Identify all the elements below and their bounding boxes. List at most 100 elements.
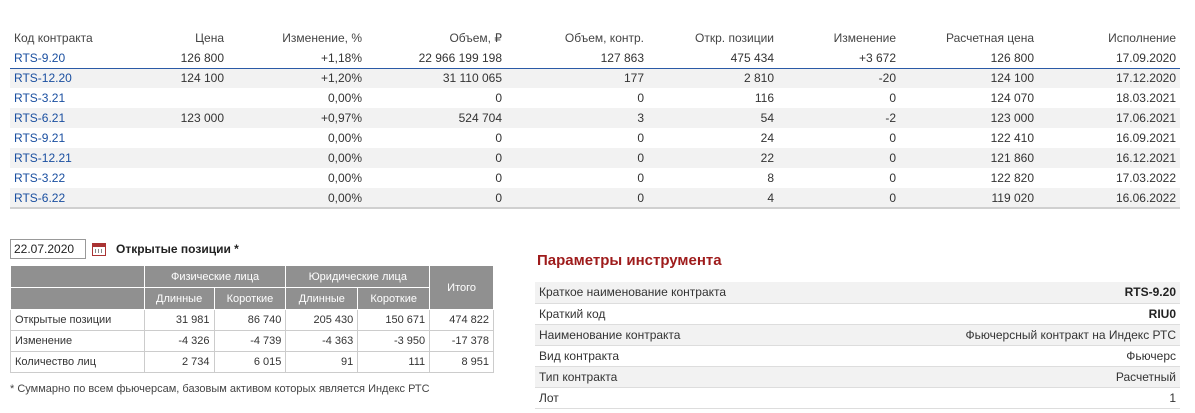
param-value: RIU0	[839, 303, 1180, 325]
table-row[interactable]: RTS-9.20 126 800 +1,18% 22 966 199 198 127 8…	[10, 48, 1180, 69]
cell-price	[130, 88, 228, 108]
cell-settle: 121 860	[900, 148, 1038, 168]
cell-vol-rub: 0	[366, 148, 506, 168]
table-row[interactable]: RTS-3.21 0,00% 0 0 116 0 124 070 18.03.2021	[10, 88, 1180, 108]
cell-chg-pct: +1,20%	[228, 68, 366, 88]
cell-vol-rub: 0	[495, 91, 502, 105]
cell-oi: 4	[648, 188, 778, 209]
col-header-volume-rub[interactable]: Объем, ₽	[449, 31, 502, 45]
cell-settle: 119 020	[900, 188, 1038, 209]
table-row: Открытые позиции 31 981 86 740 205 430 150 6…	[10, 309, 494, 331]
footnote: * Суммарно по всем фьючерсам, базовым ак…	[10, 383, 430, 395]
cell-settle: 122 410	[990, 131, 1034, 145]
table-row[interactable]: RTS-6.22 0,00% 0 0 4 0 119 020 16.06.2022	[10, 188, 1180, 209]
params-table: Краткое наименование контракта RTS-9.20 Кр…	[535, 282, 1180, 409]
contract-code-link[interactable]: RTS-6.21	[10, 108, 130, 128]
cell-oi-chg: 0	[889, 131, 896, 145]
oi-group-physical: Физические лица	[143, 265, 287, 288]
cell-expiry: 18.03.2021	[1115, 91, 1176, 105]
table-row: Количество лиц 2 734 6 015 91 111 8 951	[10, 351, 494, 373]
cell-chg-pct: 0,00%	[327, 171, 362, 185]
contract-code-link[interactable]: RTS-6.22	[10, 188, 130, 209]
cell-vol-contr: 127 863	[506, 48, 648, 69]
date-input[interactable]	[10, 239, 86, 259]
oi-cell-legal-long: -4 363	[285, 330, 359, 352]
contract-code-link[interactable]: RTS-3.21	[14, 91, 66, 105]
oi-cell-phys-short: -4 739	[213, 330, 287, 352]
cell-chg-pct: 0,00%	[228, 188, 366, 209]
oi-cell-phys-short: 6 015	[213, 351, 287, 373]
param-label: Вид контракта	[535, 345, 840, 367]
cell-settle: 126 800	[900, 48, 1038, 69]
param-value: Фьючерс	[839, 345, 1180, 367]
col-header-code[interactable]: Код контракта	[14, 31, 93, 45]
cell-expiry: 17.12.2020	[1038, 68, 1180, 88]
oi-cell-legal-short: 111	[357, 351, 431, 373]
oi-cell-total: -17 378	[429, 330, 494, 352]
cell-price: 126 800	[130, 48, 228, 69]
cell-vol-contr: 0	[637, 171, 644, 185]
oi-cell-legal-long: 91	[285, 351, 359, 373]
contract-code-link[interactable]: RTS-12.21	[10, 148, 130, 168]
table-row[interactable]: RTS-9.21 0,00% 0 0 24 0 122 410 16.09.2021	[10, 128, 1180, 148]
oi-corner-cell	[10, 265, 145, 288]
oi-row-label: Изменение	[10, 330, 145, 352]
table-row[interactable]: RTS-12.21 0,00% 0 0 22 0 121 860 16.12.2021	[10, 148, 1180, 168]
col-header-change-pct[interactable]: Изменение, %	[282, 31, 362, 45]
contract-code-link[interactable]: RTS-9.21	[14, 131, 66, 145]
contracts-table: Код контракта Цена Изменение, % Объем, ₽…	[10, 28, 1180, 209]
col-header-settlement-price[interactable]: Расчетная цена	[945, 31, 1034, 45]
cell-vol-rub: 31 110 065	[366, 68, 506, 88]
cell-oi: 116	[754, 91, 774, 105]
oi-cell-legal-short: -3 950	[357, 330, 431, 352]
list-item: Краткий код RIU0	[535, 303, 1180, 325]
cell-vol-rub: 22 966 199 198	[366, 48, 506, 69]
oi-cell-total: 474 822	[429, 309, 494, 331]
param-label: Краткое наименование контракта	[535, 282, 840, 304]
cell-vol-contr: 177	[506, 68, 648, 88]
col-header-volume-contracts[interactable]: Объем, контр.	[564, 31, 644, 45]
cell-oi: 475 434	[648, 48, 778, 69]
cell-oi-chg: 0	[778, 188, 900, 209]
col-header-oi-change[interactable]: Изменение	[833, 31, 896, 45]
params-body: Краткое наименование контракта RTS-9.20 Кр…	[535, 282, 1180, 409]
contract-code-link[interactable]: RTS-12.20	[10, 68, 130, 88]
date-row: Открытые позиции *	[10, 238, 239, 260]
col-header-expiry[interactable]: Исполнение	[1108, 31, 1176, 45]
oi-cell-phys-long: 2 734	[143, 351, 215, 373]
table-row[interactable]: RTS-12.20 124 100 +1,20% 31 110 065 177 2 810…	[10, 68, 1180, 88]
cell-oi: 54	[648, 108, 778, 128]
cell-chg-pct: +1,18%	[228, 48, 366, 69]
contract-code-link[interactable]: RTS-3.22	[14, 171, 66, 185]
oi-legal-long-header: Длинные	[285, 287, 359, 310]
oi-cell-legal-short: 150 671	[357, 309, 431, 331]
table-row[interactable]: RTS-3.22 0,00% 0 0 8 0 122 820 17.03.2022	[10, 168, 1180, 188]
cell-oi-chg: -2	[778, 108, 900, 128]
col-header-open-interest[interactable]: Откр. позиции	[695, 31, 774, 45]
oi-row-label: Количество лиц	[10, 351, 145, 373]
open-interest-body: Открытые позиции 31 981 86 740 205 430 150 6…	[10, 309, 494, 373]
cell-settle: 123 000	[900, 108, 1038, 128]
cell-chg-pct: 0,00%	[327, 131, 362, 145]
table-row[interactable]: RTS-6.21 123 000 +0,97% 524 704 3 54 -2 123 000…	[10, 108, 1180, 128]
param-label: Наименование контракта	[535, 324, 840, 346]
cell-oi-chg: -20	[778, 68, 900, 88]
cell-vol-contr: 0	[637, 91, 644, 105]
cell-vol-rub: 0	[495, 171, 502, 185]
cell-price	[130, 148, 228, 168]
cell-vol-rub: 524 704	[366, 108, 506, 128]
cell-expiry: 16.12.2021	[1038, 148, 1180, 168]
contract-code-link[interactable]: RTS-9.20	[10, 48, 130, 69]
table-row: Изменение -4 326 -4 739 -4 363 -3 950 -17 378	[10, 330, 494, 352]
cell-vol-rub: 0	[366, 188, 506, 209]
cell-price	[130, 128, 228, 148]
param-value: 1	[839, 387, 1180, 409]
calendar-icon[interactable]	[92, 242, 106, 256]
oi-row-label: Открытые позиции	[10, 309, 145, 331]
cell-chg-pct: 0,00%	[228, 148, 366, 168]
cell-expiry: 16.09.2021	[1115, 131, 1176, 145]
cell-settle: 122 820	[990, 171, 1034, 185]
cell-oi: 24	[760, 131, 774, 145]
col-header-price[interactable]: Цена	[195, 31, 224, 45]
oi-total-header: Итого	[429, 265, 494, 310]
